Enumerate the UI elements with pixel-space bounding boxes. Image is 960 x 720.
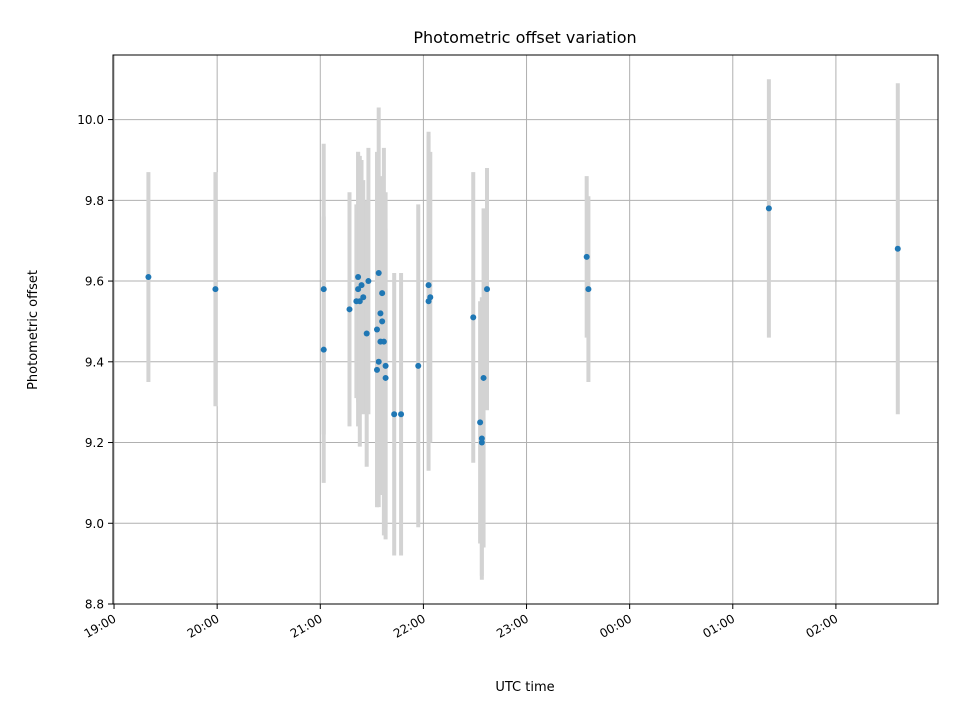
y-tick-label: 9.8 xyxy=(85,194,104,208)
x-tick-label: 19:00 xyxy=(82,611,119,640)
x-tick-label: 23:00 xyxy=(494,611,531,640)
data-point xyxy=(363,330,370,337)
data-point xyxy=(358,282,365,289)
data-point xyxy=(894,245,901,252)
data-point xyxy=(355,286,362,293)
data-point xyxy=(427,294,434,301)
data-point xyxy=(212,286,219,293)
x-tick-label: 21:00 xyxy=(288,611,325,640)
data-point xyxy=(470,314,477,321)
data-point xyxy=(478,435,485,442)
data-point xyxy=(346,306,353,313)
data-point xyxy=(583,253,590,260)
x-tick-label: 00:00 xyxy=(597,611,634,640)
grid-lines xyxy=(113,55,938,605)
data-point xyxy=(360,294,367,301)
data-point xyxy=(379,318,386,325)
plot-frame xyxy=(112,54,939,605)
data-point xyxy=(356,298,363,305)
data-point xyxy=(398,411,405,418)
y-tick-label: 9.4 xyxy=(85,355,104,369)
x-tick-label: 02:00 xyxy=(803,611,840,640)
data-point xyxy=(480,374,487,381)
chart-title: Photometric offset variation xyxy=(413,28,636,47)
data-points xyxy=(145,205,901,446)
data-point xyxy=(375,269,382,276)
data-point xyxy=(355,274,362,281)
data-point xyxy=(145,274,152,281)
x-axis-label: UTC time xyxy=(495,680,554,695)
y-tick-label: 9.2 xyxy=(85,436,104,450)
data-point xyxy=(391,411,398,418)
data-point xyxy=(320,286,327,293)
data-point xyxy=(379,290,386,297)
data-point xyxy=(374,366,380,373)
data-point xyxy=(320,346,327,353)
x-tick-label: 20:00 xyxy=(185,611,222,640)
x-tick-label: 22:00 xyxy=(391,611,428,640)
x-tick-label: 01:00 xyxy=(700,611,737,640)
data-point xyxy=(382,362,389,369)
y-tick-label: 9.6 xyxy=(85,275,104,289)
data-point xyxy=(425,282,432,289)
error-bars xyxy=(146,79,900,580)
axis-ticks: 19:00 20:00 21:00 22:00 23:00 00:00 01:00 02:00… xyxy=(77,113,840,641)
data-point xyxy=(382,374,389,381)
data-point xyxy=(477,419,484,426)
data-point xyxy=(365,278,372,285)
data-point xyxy=(765,205,772,212)
y-tick-label: 9.0 xyxy=(85,517,104,531)
data-point xyxy=(484,286,490,293)
data-point xyxy=(375,358,382,365)
data-point xyxy=(585,286,592,293)
data-point xyxy=(374,326,380,333)
data-point xyxy=(380,338,387,345)
y-axis-label: Photometric offset xyxy=(26,270,41,390)
y-tick-label: 10.0 xyxy=(77,113,104,127)
data-point xyxy=(377,310,384,317)
data-point xyxy=(415,362,422,369)
y-tick-label: 8.8 xyxy=(85,598,104,612)
